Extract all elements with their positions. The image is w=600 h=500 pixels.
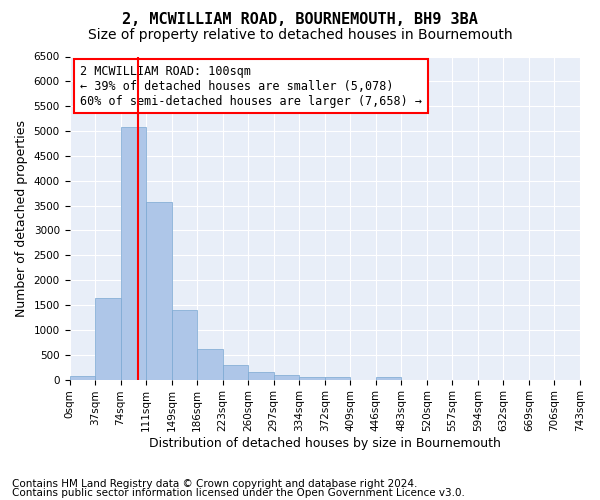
Bar (70, 376, 95, 380)
Bar (197, 349, 223, 380)
Text: 2 MCWILLIAM ROAD: 100sqm
← 39% of detached houses are smaller (5,078)
60% of sem: 2 MCWILLIAM ROAD: 100sqm ← 39% of detach… (80, 64, 422, 108)
Bar (325, 376, 350, 380)
X-axis label: Distribution of detached houses by size in Bournemouth: Distribution of detached houses by size … (149, 437, 501, 450)
Bar (223, 364, 248, 380)
Text: Contains public sector information licensed under the Open Government Licence v3: Contains public sector information licen… (12, 488, 465, 498)
Y-axis label: Number of detached properties: Number of detached properties (15, 120, 28, 316)
Bar (274, 375, 299, 380)
Bar (95, 298, 121, 380)
Bar (248, 372, 274, 380)
Text: Size of property relative to detached houses in Bournemouth: Size of property relative to detached ho… (88, 28, 512, 42)
Bar (146, 202, 172, 380)
Text: 2, MCWILLIAM ROAD, BOURNEMOUTH, BH9 3BA: 2, MCWILLIAM ROAD, BOURNEMOUTH, BH9 3BA (122, 12, 478, 28)
Bar (299, 377, 325, 380)
Bar (121, 127, 146, 380)
Bar (376, 376, 401, 380)
Text: Contains HM Land Registry data © Crown copyright and database right 2024.: Contains HM Land Registry data © Crown c… (12, 479, 418, 489)
Bar (172, 310, 197, 380)
